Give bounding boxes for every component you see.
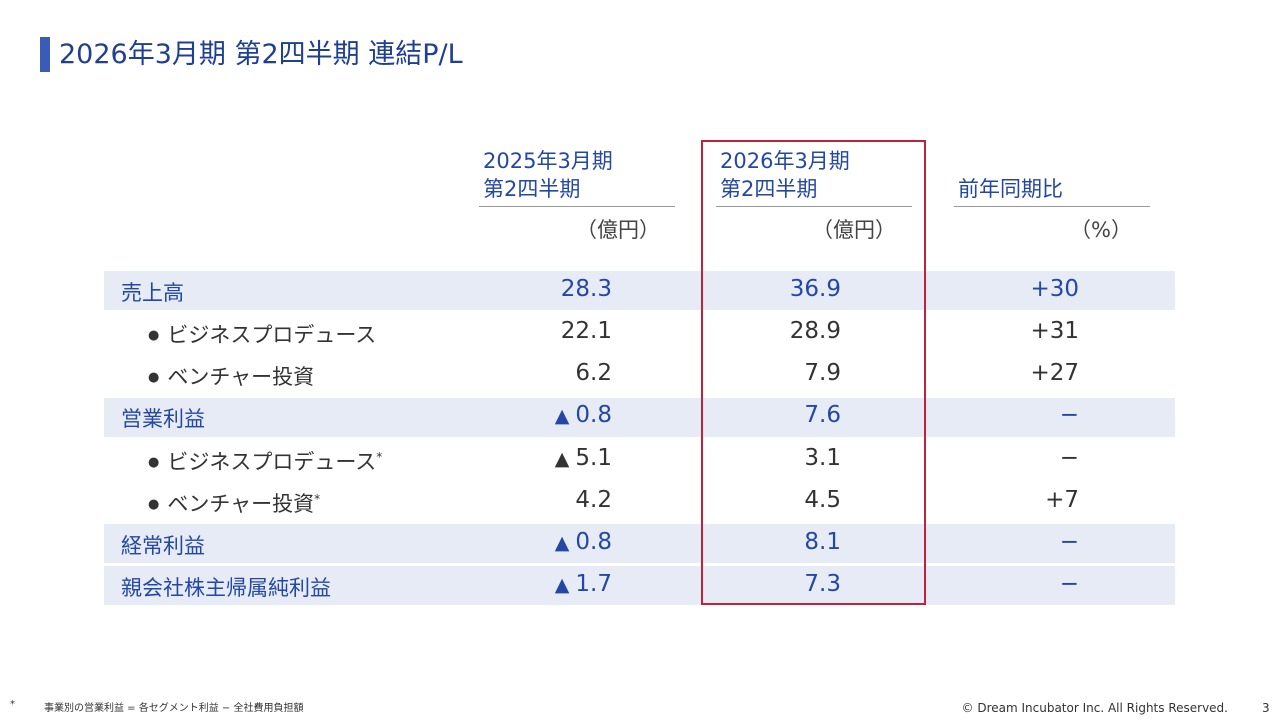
row-label: 営業利益 <box>121 407 205 431</box>
row-label: ● ベンチャー投資* <box>148 488 320 518</box>
header-underline-yoy <box>954 206 1150 207</box>
value-yoy: +27 <box>1030 360 1079 386</box>
column-header-current-line2: 第2四半期 <box>720 177 818 201</box>
column-header-current-line1: 2026年3月期 <box>720 149 850 173</box>
page-number: 3 <box>1262 701 1270 715</box>
bullet-icon: ● <box>148 370 160 385</box>
negative-triangle-icon: ▲ <box>554 532 570 554</box>
page-title: 2026年3月期 第2四半期 連結P/L <box>59 39 463 70</box>
value-prev: 22.1 <box>560 318 612 344</box>
row-label: ● ベンチャー投資 <box>148 361 314 391</box>
bullet-icon: ● <box>148 328 160 343</box>
value-prev: 6.2 <box>575 360 612 386</box>
negative-triangle-icon: ▲ <box>554 405 570 427</box>
copyright: © Dream Incubator Inc. All Rights Reserv… <box>961 701 1228 715</box>
value-prev-number: 0.8 <box>575 402 612 428</box>
value-yoy: +31 <box>1030 318 1079 344</box>
row-label: ● ビジネスプロデュース <box>148 319 376 349</box>
bullet-icon: ● <box>148 455 160 470</box>
value-current: 7.9 <box>804 360 841 386</box>
column-header-prev-line2: 第2四半期 <box>483 177 581 201</box>
row-label: 経常利益 <box>121 534 205 558</box>
value-yoy: − <box>1059 529 1079 555</box>
value-yoy: +30 <box>1030 276 1079 302</box>
value-prev-number: 5.1 <box>575 445 612 471</box>
unit-label-current: （億円） <box>812 218 896 242</box>
column-header-yoy: 前年同期比 <box>958 175 1063 203</box>
row-label-text: ベンチャー投資 <box>167 492 315 516</box>
footnote-mark: * <box>10 699 15 710</box>
header-underline-current <box>716 206 912 207</box>
value-prev: ▲ 0.8 <box>555 529 612 555</box>
value-prev: ▲ 5.1 <box>555 445 612 471</box>
column-header-prev: 2025年3月期 第2四半期 <box>483 147 613 203</box>
bullet-icon: ● <box>148 497 160 512</box>
value-current: 3.1 <box>804 445 841 471</box>
value-yoy: − <box>1059 402 1079 428</box>
value-current: 36.9 <box>789 276 841 302</box>
value-prev-number: 0.8 <box>575 529 612 555</box>
row-label-text: ベンチャー投資 <box>167 365 315 389</box>
column-header-yoy-line2: 前年同期比 <box>958 177 1063 201</box>
column-header-prev-line1: 2025年3月期 <box>483 149 613 173</box>
negative-triangle-icon: ▲ <box>554 448 570 470</box>
row-band-sales <box>104 271 1175 310</box>
value-prev: 4.2 <box>575 487 612 513</box>
title-accent-bar <box>40 37 50 72</box>
value-current: 8.1 <box>804 529 841 555</box>
header-underline-prev <box>479 206 675 207</box>
footnote-marker: * <box>376 450 383 464</box>
value-prev: 28.3 <box>560 276 612 302</box>
value-prev: ▲ 1.7 <box>555 571 612 597</box>
value-current: 28.9 <box>789 318 841 344</box>
value-yoy: − <box>1059 571 1079 597</box>
value-current: 4.5 <box>804 487 841 513</box>
row-band-operating-profit <box>104 398 1175 437</box>
unit-label-yoy: （%） <box>1070 218 1132 242</box>
value-yoy: +7 <box>1045 487 1079 513</box>
row-label: 売上高 <box>121 281 184 305</box>
negative-triangle-icon: ▲ <box>554 574 570 596</box>
footnote-text: 事業別の営業利益 = 各セグメント利益 − 全社費用負担額 <box>44 703 304 714</box>
row-label: 親会社株主帰属純利益 <box>121 576 331 600</box>
value-prev: ▲ 0.8 <box>555 402 612 428</box>
row-label-text: ビジネスプロデュース <box>167 450 377 474</box>
footnote-marker: * <box>314 492 321 506</box>
row-label-text: ビジネスプロデュース <box>167 323 377 347</box>
value-current: 7.3 <box>804 571 841 597</box>
value-prev-number: 1.7 <box>575 571 612 597</box>
value-current: 7.6 <box>804 402 841 428</box>
current-period-highlight-box <box>701 140 926 605</box>
unit-label-prev: （億円） <box>576 218 660 242</box>
column-header-current: 2026年3月期 第2四半期 <box>720 147 850 203</box>
value-yoy: − <box>1059 445 1079 471</box>
row-label: ● ビジネスプロデュース* <box>148 446 382 476</box>
row-band-ordinary-profit <box>104 524 1175 563</box>
row-band-net-profit <box>104 566 1175 605</box>
